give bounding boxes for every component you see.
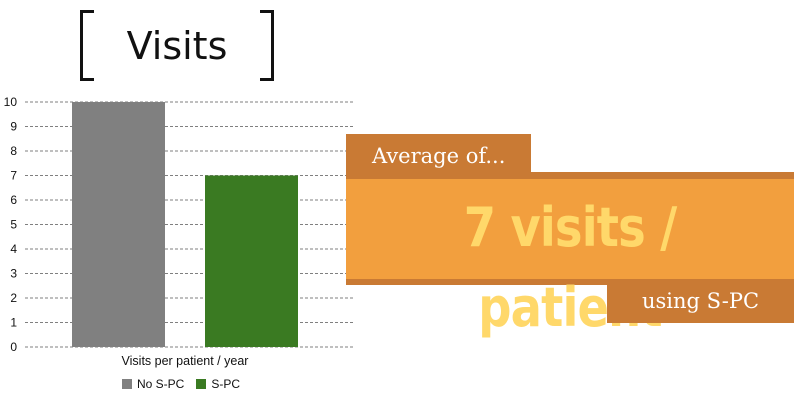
banner-strip — [346, 172, 794, 285]
y-tick-label: 9 — [10, 120, 17, 134]
bar-chart: 0 1 2 3 4 5 6 7 8 9 10 Visits per patient / year — [4, 95, 355, 368]
legend-label: S-PC — [211, 377, 241, 391]
x-axis-label: Visits per patient / year — [122, 354, 249, 368]
chart-title: Visits — [126, 24, 228, 68]
banner-headline: 7 visits / patient — [463, 196, 677, 339]
legend-swatch — [196, 379, 207, 389]
bar-s-pc — [205, 175, 298, 347]
title-bracket-left — [80, 10, 94, 81]
legend-item: No S-PC — [122, 377, 184, 391]
y-tick-label: 0 — [10, 340, 17, 354]
y-tick-label: 6 — [10, 193, 17, 207]
chart-bars — [72, 102, 298, 347]
y-tick-label: 4 — [10, 242, 17, 256]
y-axis-ticks: 0 1 2 3 4 5 6 7 8 9 10 — [4, 95, 18, 354]
y-tick-label: 8 — [10, 144, 17, 158]
banner-lead: Average of... — [346, 134, 531, 178]
legend-label: No S-PC — [137, 377, 185, 391]
y-tick-label: 2 — [10, 291, 17, 305]
bar-no-s-pc — [72, 102, 165, 347]
y-tick-label: 7 — [10, 169, 17, 183]
title-bracket-right — [260, 10, 274, 81]
y-tick-label: 5 — [10, 218, 17, 232]
y-tick-label: 10 — [4, 95, 18, 109]
summary-banner: Average of... 7 visits / patient using S… — [346, 0, 800, 400]
chart-legend: No S-PC S-PC — [122, 377, 240, 391]
y-tick-label: 3 — [10, 267, 17, 281]
title-frame: Visits — [80, 10, 274, 81]
y-tick-label: 1 — [10, 316, 17, 330]
banner-tail: using S-PC — [607, 279, 794, 323]
legend-swatch — [122, 379, 132, 389]
legend-item: S-PC — [196, 377, 240, 391]
